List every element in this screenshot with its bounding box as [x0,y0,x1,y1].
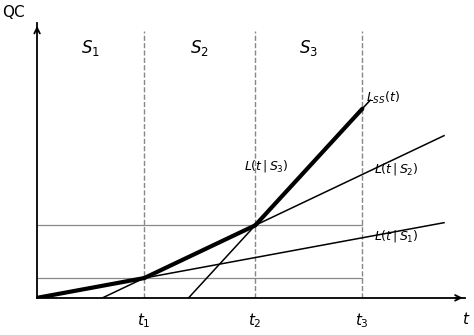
Text: $L_{SS}(t)$: $L_{SS}(t)$ [366,90,401,106]
Text: $t_2$: $t_2$ [248,312,262,330]
Text: $S_3$: $S_3$ [299,38,318,58]
Text: $L(t\,|\,S_3)$: $L(t\,|\,S_3)$ [244,158,289,174]
Text: $S_2$: $S_2$ [190,38,209,58]
Text: $L(t\,|\,S_2)$: $L(t\,|\,S_2)$ [374,161,419,177]
Text: $L(t\,|\,S_1)$: $L(t\,|\,S_1)$ [374,227,419,244]
Text: t: t [463,312,468,327]
Text: $t_1$: $t_1$ [137,312,151,330]
Text: $S_1$: $S_1$ [81,38,100,58]
Text: QC: QC [2,5,25,20]
Text: $t_3$: $t_3$ [356,312,369,330]
